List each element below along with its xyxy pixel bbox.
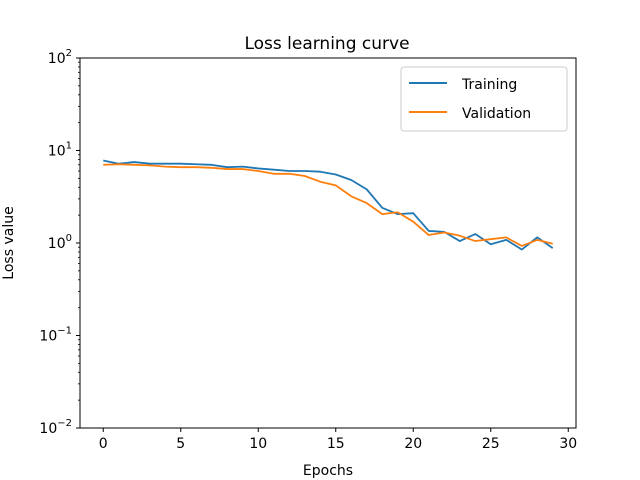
series-line-training <box>103 159 554 251</box>
x-tick-label: 15 <box>327 436 345 452</box>
legend-label-validation: Validation <box>462 106 531 122</box>
tick-layer: 0 5 10 15 20 25 30 10−2 10−1 100 101 102 <box>39 48 577 452</box>
x-tick-label: 10 <box>249 436 267 452</box>
x-tick-label: 20 <box>404 436 422 452</box>
legend-label-training: Training <box>461 77 517 93</box>
x-axis-label: Epochs <box>303 463 353 479</box>
y-tick-label: 101 <box>48 141 72 160</box>
y-tick-label: 10−1 <box>39 326 72 345</box>
series-line-validation <box>103 163 553 247</box>
x-tick-label: 0 <box>99 436 108 452</box>
y-tick-label: 100 <box>48 233 72 252</box>
y-tick-label: 102 <box>48 48 72 67</box>
y-axis-label: Loss value <box>1 206 17 279</box>
series-layer <box>103 159 554 251</box>
y-tick-label: 10−2 <box>39 418 72 437</box>
x-tick-label: 5 <box>176 436 185 452</box>
chart-title: Loss learning curve <box>244 34 409 54</box>
x-tick-label: 30 <box>559 436 577 452</box>
legend: Training Validation <box>400 66 568 132</box>
x-tick-label: 25 <box>482 436 500 452</box>
